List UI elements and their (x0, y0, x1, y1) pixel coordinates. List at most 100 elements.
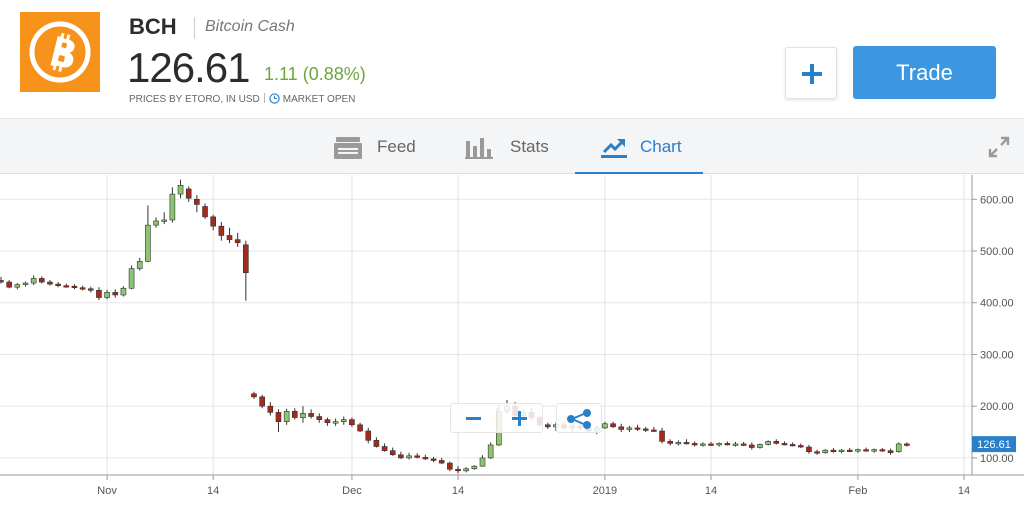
candle-body-down (414, 455, 421, 458)
candle (479, 455, 486, 467)
header-divider (194, 17, 195, 39)
candle (895, 442, 902, 453)
candle-body-up (136, 261, 143, 269)
candle-body-down (749, 444, 755, 448)
candle (757, 443, 763, 449)
candle (659, 427, 665, 444)
candle (887, 448, 894, 455)
candle (414, 453, 421, 459)
candle (447, 461, 453, 472)
candle (357, 422, 363, 433)
candle (904, 442, 910, 447)
zoom-out-icon[interactable] (466, 417, 481, 420)
trade-button[interactable]: Trade (853, 46, 996, 99)
candle (0, 276, 4, 284)
candle (79, 285, 86, 291)
note-divider (263, 93, 265, 103)
candle (855, 448, 861, 453)
candle-body-up (487, 444, 494, 459)
candle (349, 417, 355, 427)
candle (234, 232, 241, 247)
share-icon[interactable] (557, 404, 603, 434)
x-tick-label: Nov (97, 485, 117, 497)
candle-body-down (324, 419, 331, 424)
candle (136, 257, 143, 271)
candle (863, 447, 869, 452)
candle-body-down (259, 396, 265, 407)
tab-feed[interactable]: Feed (333, 119, 423, 174)
chart-axes: 600.00 500.00 400.00 300.00 200.00 100.00 Nov 1… (0, 175, 1024, 497)
zoom-in-icon[interactable] (512, 411, 527, 426)
candle (749, 442, 755, 450)
current-price: 126.61 (127, 44, 250, 91)
stats-icon (465, 138, 493, 159)
candle (806, 444, 812, 454)
candlestick-chart[interactable]: 600.00 500.00 400.00 300.00 200.00 100.00 Nov 1… (0, 175, 1024, 512)
candle (765, 440, 771, 446)
add-to-watchlist-button[interactable] (785, 47, 837, 99)
candle-body-down (667, 441, 674, 444)
candle-body-up (177, 185, 184, 195)
candle-body-down (708, 443, 714, 446)
current-price-marker-label: 126.61 (977, 439, 1011, 451)
candle-body-down (308, 413, 314, 417)
candle (226, 227, 233, 244)
candle (39, 276, 45, 284)
candle (398, 451, 404, 459)
y-tick-label: 500.00 (980, 246, 1014, 258)
bitcoin-logo-icon (20, 12, 100, 92)
candle (63, 283, 70, 288)
candle-body-up (626, 427, 633, 430)
candle (871, 448, 878, 453)
candle-body-up (14, 284, 21, 288)
candle (797, 443, 804, 449)
candle-body-down (797, 445, 804, 448)
candle-body-up (153, 220, 159, 226)
expand-icon[interactable] (988, 136, 1010, 158)
candle (691, 441, 698, 447)
candle-body-down (381, 446, 388, 451)
candle (22, 281, 29, 287)
candle-body-down (642, 428, 649, 431)
candle-body-down (251, 393, 257, 398)
candle-body-down (846, 449, 853, 452)
candle (120, 286, 127, 297)
candle (169, 187, 176, 223)
candle (332, 418, 339, 426)
x-tick-label: Dec (342, 485, 362, 497)
candle-body-down (55, 283, 61, 286)
candle (14, 283, 21, 290)
candle (814, 449, 820, 455)
candle (275, 409, 282, 433)
candle (55, 282, 61, 288)
candle (161, 212, 168, 225)
candle-body-up (145, 224, 151, 262)
candle-body-up (895, 443, 902, 452)
price-chart[interactable]: 600.00 500.00 400.00 300.00 200.00 100.00 Nov 1… (0, 175, 1024, 512)
candle (634, 424, 641, 431)
candle (71, 284, 78, 290)
candle-body-down (365, 430, 372, 441)
tab-stats[interactable]: Stats (465, 119, 555, 174)
share-control[interactable] (556, 403, 602, 433)
candle (463, 467, 469, 473)
tab-chart[interactable]: Chart (575, 119, 703, 174)
candle-body-up (838, 449, 845, 452)
candle-body-down (112, 292, 119, 296)
candle-body-up (22, 282, 29, 285)
candle (487, 442, 494, 459)
x-tick-label: 14 (958, 485, 970, 497)
x-tick-label: 14 (207, 485, 219, 497)
feed-icon (334, 137, 362, 159)
candle-body-down (63, 285, 70, 288)
tab-stats-label: Stats (510, 137, 549, 156)
candle-body-down (0, 280, 4, 283)
candle (300, 406, 306, 423)
market-status: MARKET OPEN (282, 94, 356, 105)
tab-chart-label: Chart (640, 137, 682, 156)
candle (544, 422, 551, 429)
candle-body-up (104, 292, 110, 298)
candle (610, 421, 616, 428)
candle (316, 413, 323, 423)
